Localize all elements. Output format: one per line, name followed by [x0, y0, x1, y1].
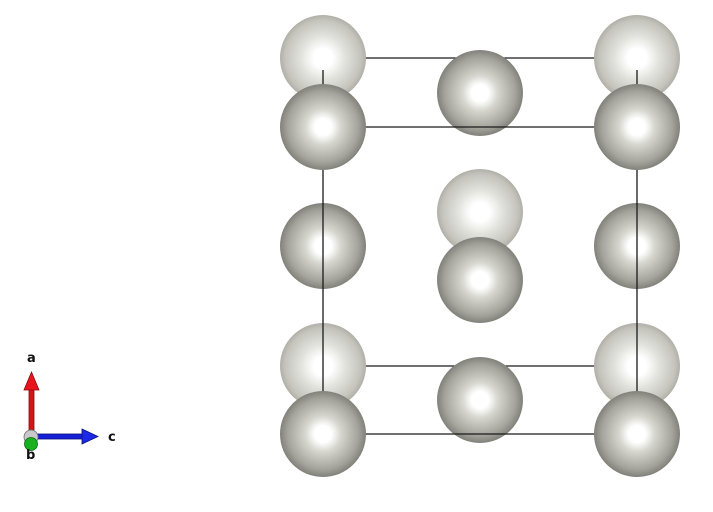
atom[interactable]: [594, 391, 680, 477]
axis-a-label: a: [27, 351, 36, 366]
axes-indicator: a b c: [23, 351, 116, 463]
axis-b-arrow: [24, 437, 38, 451]
atom[interactable]: [437, 169, 523, 255]
atom[interactable]: [437, 50, 523, 136]
axis-c-label: c: [108, 430, 116, 445]
axis-a-arrow: [23, 370, 40, 437]
axis-b-label: b: [26, 448, 35, 463]
atom[interactable]: [280, 391, 366, 477]
atom[interactable]: [594, 84, 680, 170]
atom[interactable]: [280, 84, 366, 170]
atoms-front-layer: [280, 84, 680, 477]
atom[interactable]: [437, 357, 523, 443]
atom[interactable]: [280, 15, 366, 101]
axis-c-arrow: [33, 428, 99, 445]
atoms-back-layer: [280, 15, 680, 409]
unit-cell-front: [323, 126, 637, 435]
atom[interactable]: [437, 237, 523, 323]
atom[interactable]: [594, 15, 680, 101]
